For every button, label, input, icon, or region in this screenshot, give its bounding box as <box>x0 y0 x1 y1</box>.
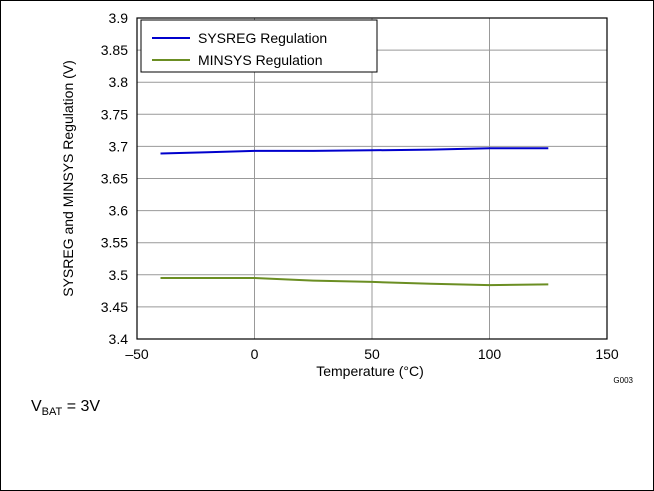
series-line <box>160 147 549 155</box>
condition-value: = 3V <box>62 398 101 415</box>
y-tick-label: 3.5 <box>109 267 129 283</box>
x-tick-label: 100 <box>478 346 502 362</box>
condition-label: V <box>31 398 42 415</box>
y-tick-label: 3.75 <box>101 106 128 122</box>
y-axis-label: SYSREG and MINSYS Regulation (V) <box>60 60 76 297</box>
x-tick-label: 50 <box>364 346 380 362</box>
y-tick-label: 3.4 <box>109 331 129 347</box>
x-tick-label: 150 <box>595 346 619 362</box>
y-tick-label: 3.8 <box>109 74 129 90</box>
test-condition: VBAT = 3V <box>31 398 100 418</box>
y-tick-label: 3.55 <box>101 235 128 251</box>
y-tick-label: 3.9 <box>109 10 129 26</box>
legend-box <box>140 19 378 73</box>
series-line <box>160 277 549 287</box>
plot-area-border <box>136 17 608 340</box>
condition-subscript: BAT <box>41 406 63 419</box>
figure-id: G003 <box>613 376 633 385</box>
legend-label: MINSYS Regulation <box>198 52 323 68</box>
x-tick-label: –50 <box>125 346 149 362</box>
x-axis-label: Temperature (°C) <box>316 363 424 379</box>
x-tick-label: 0 <box>251 346 259 362</box>
series-layer <box>160 147 549 287</box>
legend-label: SYSREG Regulation <box>198 30 327 46</box>
y-tick-label: 3.6 <box>109 203 129 219</box>
y-tick-label: 3.85 <box>101 42 128 58</box>
y-tick-label: 3.7 <box>109 138 129 154</box>
y-tick-label: 3.65 <box>101 171 128 187</box>
legend: SYSREG Regulation MINSYS Regulation <box>140 19 378 73</box>
tick-labels: –50 0 50 100 150 3.4 3.45 3.5 3.55 3.6 3.65 3.7 3.75… <box>101 10 619 362</box>
y-tick-label: 3.45 <box>101 299 128 315</box>
